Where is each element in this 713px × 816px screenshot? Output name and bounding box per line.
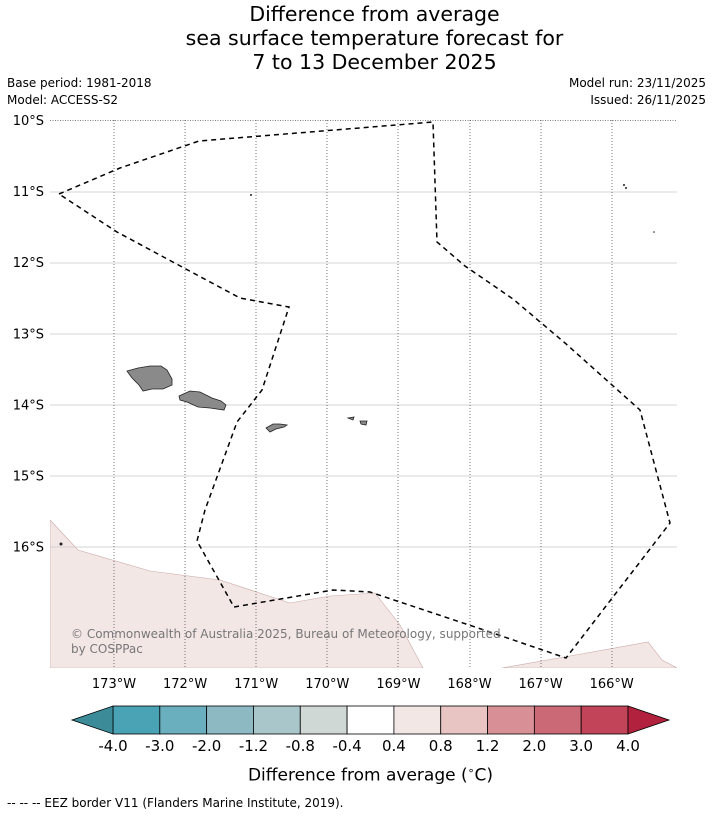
colorbar-segment bbox=[159, 705, 208, 735]
latitude-labels: 10°S 11°S 12°S 13°S 14°S 15°S 16°S bbox=[13, 114, 44, 556]
model-name: Model: ACCESS-S2 bbox=[7, 93, 119, 107]
colorbar-segment bbox=[206, 705, 254, 735]
longitude-label: 168°W bbox=[447, 677, 491, 692]
colorbar-tick-label: -1.2 bbox=[239, 737, 268, 755]
upolu-island bbox=[178, 390, 227, 411]
copyright-line-2: by COSPPac bbox=[71, 642, 143, 656]
anomaly-region-southeast bbox=[501, 641, 677, 668]
footnote: -- -- -- EEZ border V11 (Flanders Marine… bbox=[7, 796, 344, 810]
longitude-label: 167°W bbox=[519, 677, 563, 692]
longitude-label: 171°W bbox=[234, 677, 278, 692]
samoa-islands bbox=[126, 365, 368, 433]
colorbar-tick-label: 1.2 bbox=[476, 737, 500, 755]
longitude-label: 170°W bbox=[305, 677, 349, 692]
savaii-island bbox=[126, 365, 173, 392]
copyright-line-1: © Commonwealth of Australia 2025, Bureau… bbox=[71, 627, 501, 641]
longitude-label: 169°W bbox=[376, 677, 420, 692]
colorbar-segment bbox=[299, 705, 348, 735]
small-island-northeast-2 bbox=[625, 187, 627, 189]
colorbar-segment bbox=[346, 705, 395, 735]
meta-right: Model run: 23/11/2025 Issued: 26/11/2025 bbox=[569, 75, 706, 109]
latitude-label: 16°S bbox=[13, 541, 44, 556]
latitude-label: 14°S bbox=[13, 398, 44, 413]
tutuila-island bbox=[265, 423, 289, 433]
latitude-gridlines bbox=[50, 191, 677, 548]
title-line-3: 7 to 13 December 2025 bbox=[252, 50, 497, 74]
model-run: Model run: 23/11/2025 bbox=[568, 76, 706, 90]
meta-left: Base period: 1981-2018 Model: ACCESS-S2 bbox=[7, 75, 152, 109]
colorbar-tick-label: -3.0 bbox=[145, 737, 174, 755]
colorbar-segment bbox=[393, 705, 442, 735]
colorbar-tick-labels: -4.0 -3.0 -2.0 -1.2 -0.8 -0.4 0.4 0.8 1.2 2.0 3.0 4… bbox=[98, 737, 640, 755]
tau-island bbox=[359, 420, 368, 426]
latitude-label: 13°S bbox=[13, 327, 44, 342]
colorbar-segment bbox=[440, 705, 488, 735]
small-island-northeast-1 bbox=[623, 184, 625, 186]
colorbar-tick-label: 2.0 bbox=[522, 737, 546, 755]
colorbar-segment bbox=[487, 705, 535, 735]
latitude-label: 11°S bbox=[13, 185, 44, 200]
colorbar-segment bbox=[112, 705, 161, 735]
colorbar: -4.0 -3.0 -2.0 -1.2 -0.8 -0.4 0.4 0.8 1.2 2.0 3.0 4… bbox=[70, 705, 671, 755]
title-line-1: Difference from average bbox=[249, 2, 500, 26]
longitude-label: 166°W bbox=[590, 677, 634, 692]
colorbar-under-triangle bbox=[70, 705, 114, 735]
longitude-gridlines bbox=[113, 120, 613, 668]
map-canvas: © Commonwealth of Australia 2025, Bureau… bbox=[13, 114, 677, 692]
small-island-southwest bbox=[59, 542, 63, 546]
eez-border-samoa bbox=[57, 121, 671, 659]
chart-title: Difference from average sea surface temp… bbox=[0, 2, 713, 74]
colorbar-tick-label: -4.0 bbox=[98, 737, 127, 755]
colorbar-tick-label: 3.0 bbox=[569, 737, 593, 755]
colorbar-segment bbox=[533, 705, 582, 735]
latitude-label: 12°S bbox=[13, 256, 44, 271]
colorbar-tick-label: 4.0 bbox=[616, 737, 640, 755]
colorbar-segment bbox=[580, 705, 629, 735]
title-line-2: sea surface temperature forecast for bbox=[185, 26, 564, 50]
longitude-label: 172°W bbox=[163, 677, 207, 692]
colorbar-tick-label: -2.0 bbox=[192, 737, 221, 755]
longitude-label: 173°W bbox=[92, 677, 136, 692]
colorbar-tick-label: 0.8 bbox=[429, 737, 453, 755]
colorbar-tick-label: -0.8 bbox=[286, 737, 315, 755]
latitude-label: 10°S bbox=[13, 114, 44, 129]
colorbar-segment bbox=[253, 705, 301, 735]
longitude-labels: 173°W 172°W 171°W 170°W 169°W 168°W 167°W 166°W bbox=[92, 677, 634, 692]
latitude-label: 15°S bbox=[13, 470, 44, 485]
colorbar-tick-label: -0.4 bbox=[332, 737, 361, 755]
eez-borders bbox=[57, 121, 671, 659]
colorbar-tick-label: 0.4 bbox=[382, 737, 406, 755]
colorbar-over-triangle bbox=[627, 705, 671, 735]
issued-date: Issued: 26/11/2025 bbox=[590, 93, 706, 107]
small-island-east bbox=[653, 231, 655, 233]
colorbar-label: Difference from average (∘C) bbox=[247, 764, 494, 786]
base-period: Base period: 1981-2018 bbox=[7, 76, 152, 90]
small-island-north bbox=[250, 194, 252, 196]
ofu-olosega-island bbox=[346, 416, 355, 421]
colorbar-segments bbox=[112, 705, 629, 735]
anomaly-region-southwest bbox=[50, 519, 424, 668]
